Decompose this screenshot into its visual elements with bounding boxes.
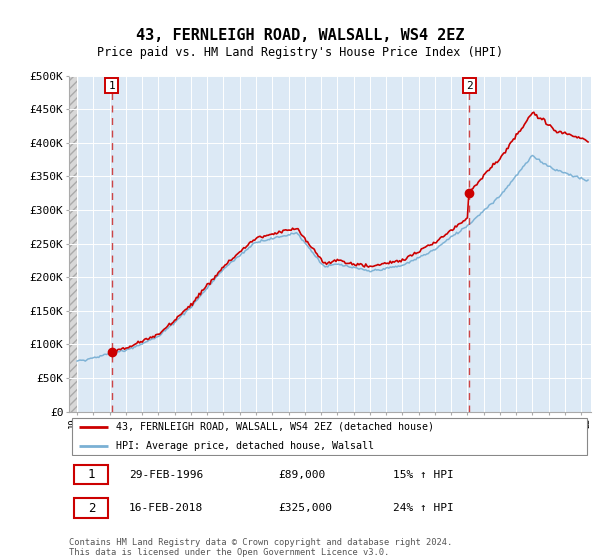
Text: 2: 2 (466, 81, 473, 91)
Bar (69, 76, 77, 412)
Text: HPI: Average price, detached house, Walsall: HPI: Average price, detached house, Wals… (116, 441, 374, 451)
Text: 43, FERNLEIGH ROAD, WALSALL, WS4 2EZ: 43, FERNLEIGH ROAD, WALSALL, WS4 2EZ (136, 29, 464, 43)
Text: 16-FEB-2018: 16-FEB-2018 (129, 503, 203, 513)
Text: 1: 1 (108, 81, 115, 91)
Text: 29-FEB-1996: 29-FEB-1996 (129, 470, 203, 480)
Text: 2: 2 (88, 502, 95, 515)
Text: Contains HM Land Registry data © Crown copyright and database right 2024.
This d: Contains HM Land Registry data © Crown c… (69, 538, 452, 557)
Text: 24% ↑ HPI: 24% ↑ HPI (392, 503, 454, 513)
Text: £89,000: £89,000 (278, 470, 325, 480)
Text: Price paid vs. HM Land Registry's House Price Index (HPI): Price paid vs. HM Land Registry's House … (97, 46, 503, 59)
Text: 43, FERNLEIGH ROAD, WALSALL, WS4 2EZ (detached house): 43, FERNLEIGH ROAD, WALSALL, WS4 2EZ (de… (116, 422, 434, 432)
FancyBboxPatch shape (71, 418, 587, 455)
FancyBboxPatch shape (74, 498, 108, 518)
Text: £325,000: £325,000 (278, 503, 332, 513)
Text: 15% ↑ HPI: 15% ↑ HPI (392, 470, 454, 480)
Text: 1: 1 (88, 468, 95, 481)
FancyBboxPatch shape (74, 465, 108, 484)
